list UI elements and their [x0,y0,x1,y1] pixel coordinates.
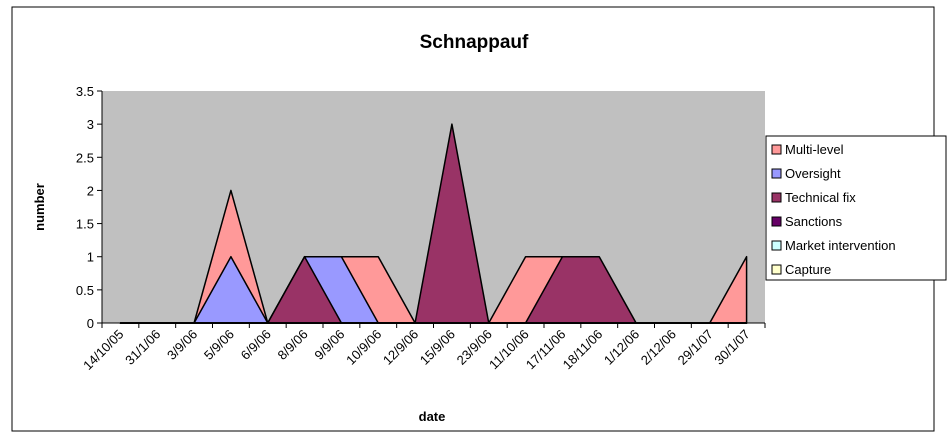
y-tick-label: 3.5 [76,84,94,99]
legend-label: Sanctions [785,214,843,229]
legend-swatch [771,144,782,155]
y-tick-label: 0.5 [76,283,94,298]
y-tick-label: 1.5 [76,217,94,232]
y-tick-label: 2.5 [76,150,94,165]
y-axis-label: number [32,183,47,231]
legend-swatch [771,168,782,179]
legend-label: Technical fix [785,190,856,205]
y-tick-label: 3 [87,117,94,132]
legend-label: Multi-level [785,142,844,157]
legend-label: Capture [785,262,831,277]
y-tick-label: 2 [87,183,94,198]
legend-swatch [771,240,782,251]
legend-box [765,135,947,281]
legend-label: Oversight [785,166,841,181]
legend-swatch [771,264,782,275]
y-tick-label: 1 [87,250,94,265]
chart-title: Schnappauf [420,32,529,53]
x-axis-label: date [419,409,446,424]
legend-swatch [771,216,782,227]
legend-swatch [771,192,782,203]
legend-label: Market intervention [785,238,896,253]
y-tick-label: 0 [87,316,94,331]
